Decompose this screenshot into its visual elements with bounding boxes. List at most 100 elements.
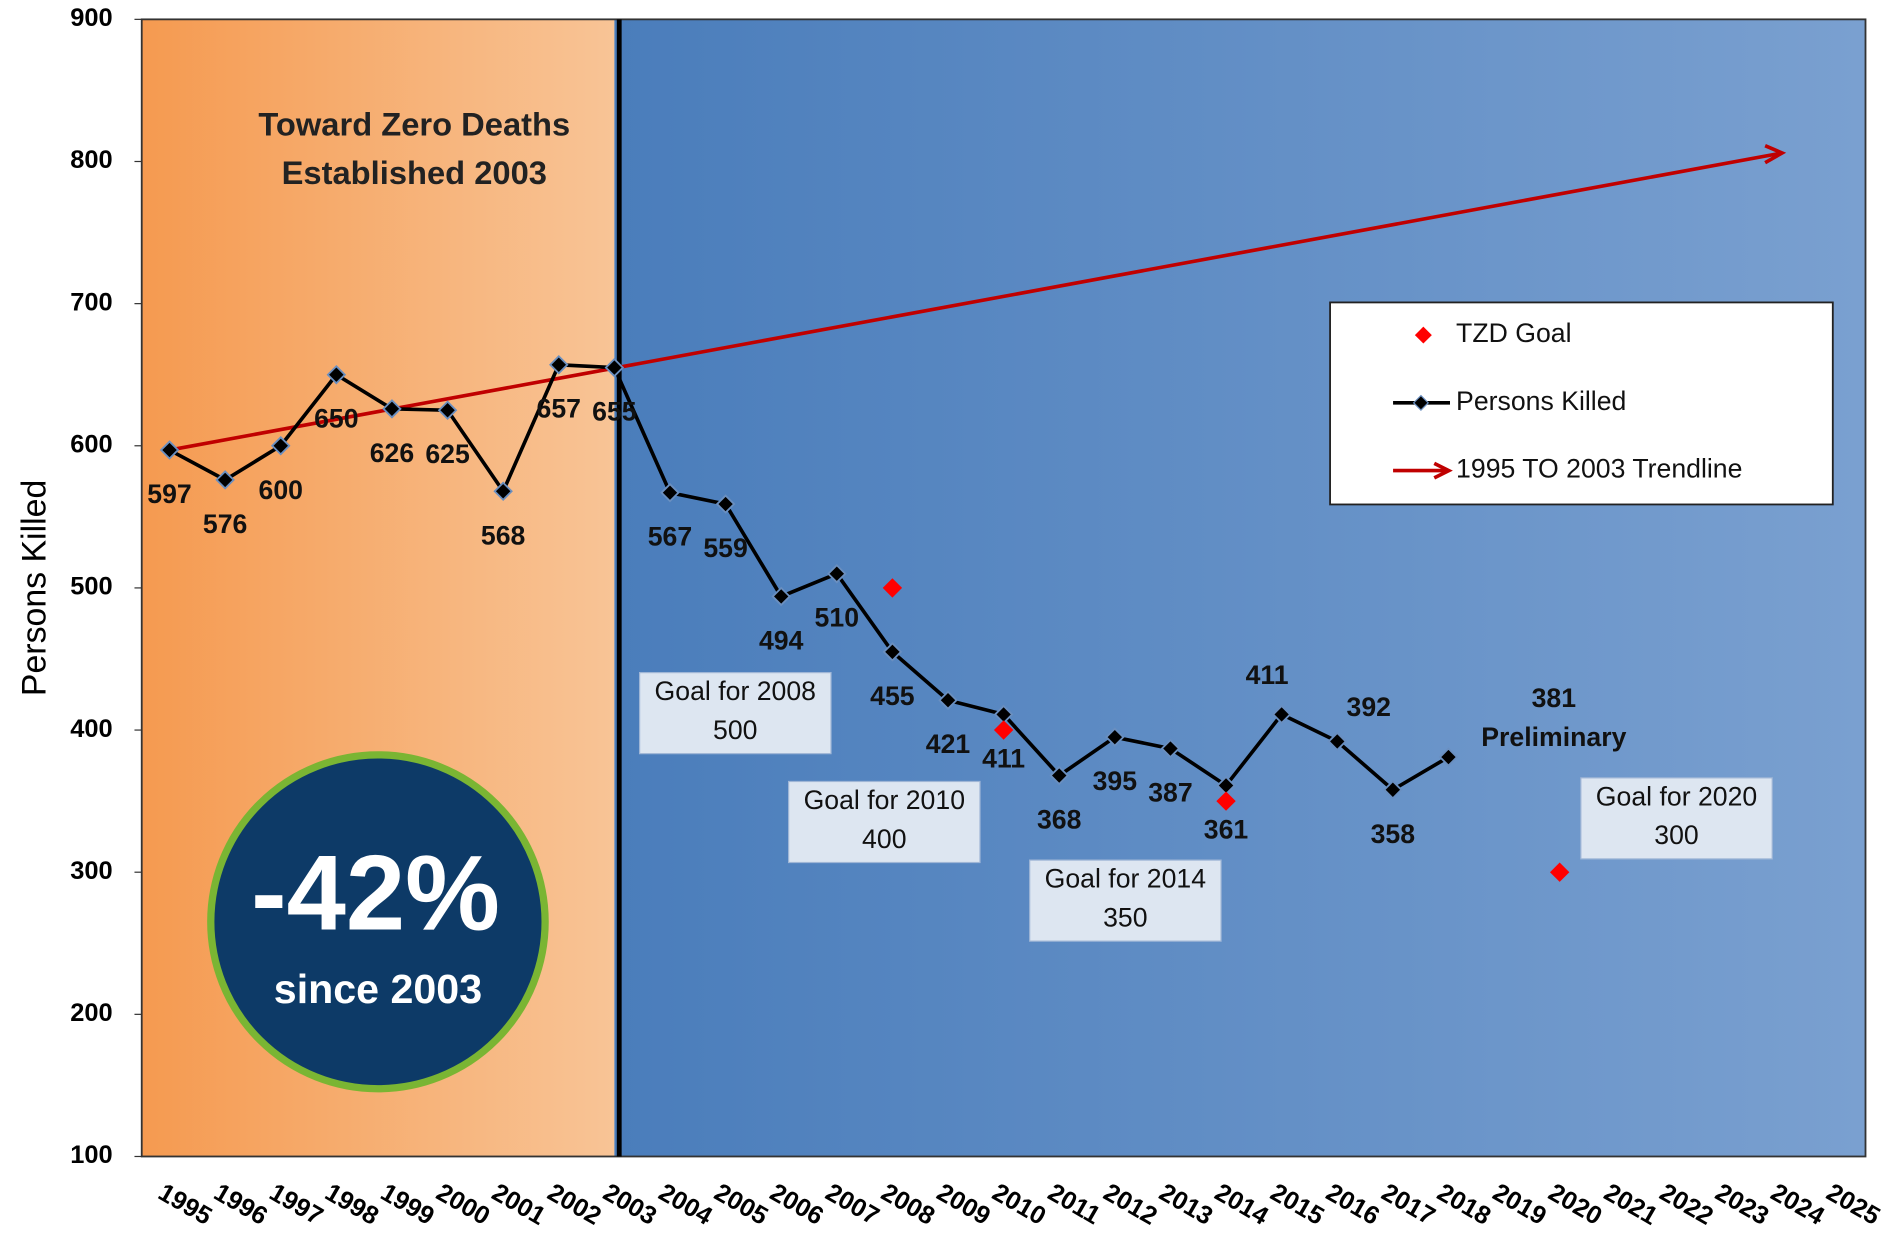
- x-tick-label: 1995: [153, 1178, 216, 1230]
- tzd-region: [614, 19, 1866, 1157]
- data-point: [882, 642, 903, 662]
- value-label: 455: [870, 681, 915, 711]
- value-label: 559: [703, 533, 747, 563]
- legend-swatch: [1412, 394, 1430, 411]
- data-point: [1160, 738, 1181, 759]
- data-point: [1438, 747, 1459, 767]
- value-label: 657: [537, 394, 581, 424]
- legend-swatch: [1433, 461, 1453, 480]
- y-tick-label: 700: [70, 288, 112, 316]
- x-tick-label: 2011: [1043, 1178, 1105, 1230]
- value-label: 411: [982, 743, 1025, 773]
- x-tick-label: 1998: [320, 1178, 383, 1230]
- y-tick-label: 500: [70, 573, 112, 601]
- data-point: [604, 357, 625, 378]
- data-point: [827, 563, 847, 584]
- value-label: 576: [203, 509, 247, 539]
- goal-box: [1580, 777, 1773, 860]
- x-tick-label: 2020: [1544, 1178, 1607, 1230]
- value-label: 597: [147, 479, 191, 509]
- x-tick-label: 2010: [988, 1178, 1051, 1230]
- y-tick-label: 300: [70, 857, 112, 885]
- tzd-title: Established 2003: [282, 154, 547, 191]
- data-point: [1105, 727, 1125, 747]
- value-label: 600: [259, 475, 303, 505]
- goal-value: 500: [713, 715, 757, 745]
- x-tick-label: 1997: [265, 1178, 328, 1230]
- y-tick-label: 100: [70, 1141, 112, 1169]
- change-badge: [207, 751, 549, 1093]
- value-label: 392: [1347, 692, 1391, 722]
- x-tick-label: 2000: [432, 1178, 495, 1230]
- y-tick-label: 400: [70, 715, 112, 743]
- regions: [141, 19, 1866, 1157]
- data-point: [660, 482, 680, 503]
- x-tick-label: 2002: [543, 1178, 606, 1230]
- data-point: [715, 494, 736, 514]
- goal-title: Goal for 2014: [1045, 864, 1207, 894]
- x-tick-label: 2015: [1266, 1178, 1329, 1230]
- goal-point: [1549, 862, 1570, 882]
- data-point: [270, 436, 291, 456]
- legend-label: 1995 TO 2003 Trendline: [1456, 454, 1742, 484]
- x-tick-label: 2024: [1766, 1178, 1829, 1230]
- x-tick-label: 2016: [1321, 1178, 1384, 1230]
- goal-box: [787, 780, 981, 864]
- series-line: [168, 362, 1450, 792]
- goal-value: 350: [1103, 902, 1147, 932]
- value-label: 368: [1037, 805, 1081, 835]
- x-tick-label: 2019: [1488, 1178, 1551, 1230]
- x-tick-label: 2006: [765, 1178, 828, 1230]
- preliminary-note: Preliminary: [1481, 722, 1626, 752]
- legend-swatch: [1414, 326, 1432, 344]
- x-tick-label: 2023: [1710, 1178, 1773, 1230]
- value-label: 650: [314, 404, 358, 434]
- y-axis-label: Persons Killed: [15, 480, 53, 696]
- data-point: [437, 400, 458, 420]
- legend-label: Persons Killed: [1456, 386, 1626, 416]
- value-label: 626: [370, 438, 414, 468]
- y-tick-label: 600: [70, 431, 112, 459]
- data-point: [215, 470, 235, 490]
- goal-value: 300: [1654, 820, 1698, 850]
- value-label: 494: [759, 625, 804, 655]
- data-point: [549, 355, 569, 375]
- x-tick-label: 2004: [654, 1178, 717, 1230]
- data-point: [326, 364, 347, 385]
- value-label: 387: [1148, 778, 1192, 808]
- data-point: [938, 690, 958, 710]
- value-label: 358: [1371, 819, 1415, 849]
- x-tick-label: 1996: [209, 1178, 272, 1230]
- x-tick-label: 2014: [1210, 1178, 1273, 1230]
- goal-value: 400: [862, 824, 906, 854]
- data-point: [159, 440, 180, 460]
- data-point: [771, 586, 791, 607]
- y-tick-label: 200: [70, 999, 112, 1027]
- x-tick-label: 2009: [932, 1178, 995, 1230]
- data-point: [1271, 704, 1292, 725]
- value-label: 381: [1532, 683, 1577, 713]
- data-point: [1049, 765, 1069, 786]
- value-label: 567: [648, 522, 692, 552]
- value-label: 510: [815, 603, 859, 633]
- x-tick-label: 2018: [1432, 1178, 1495, 1230]
- x-tick-label: 2003: [598, 1178, 661, 1230]
- value-label: 361: [1204, 815, 1249, 845]
- value-label: 395: [1093, 766, 1138, 796]
- value-label: 421: [926, 729, 971, 759]
- y-tick-label: 900: [70, 4, 112, 32]
- goal-box: [1029, 859, 1222, 942]
- x-tick-label: 2012: [1099, 1178, 1162, 1230]
- value-label: 655: [592, 397, 637, 427]
- goal-title: Goal for 2010: [804, 785, 965, 815]
- goal-title: Goal for 2020: [1596, 781, 1757, 811]
- goal-box: [638, 671, 832, 755]
- x-tick-label: 2007: [821, 1178, 884, 1230]
- tzd-title: Toward Zero Deaths: [258, 106, 570, 143]
- value-label: 411: [1246, 660, 1289, 690]
- value-label: 568: [481, 520, 525, 550]
- x-tick-label: 2013: [1154, 1178, 1217, 1230]
- data-point: [1383, 780, 1403, 800]
